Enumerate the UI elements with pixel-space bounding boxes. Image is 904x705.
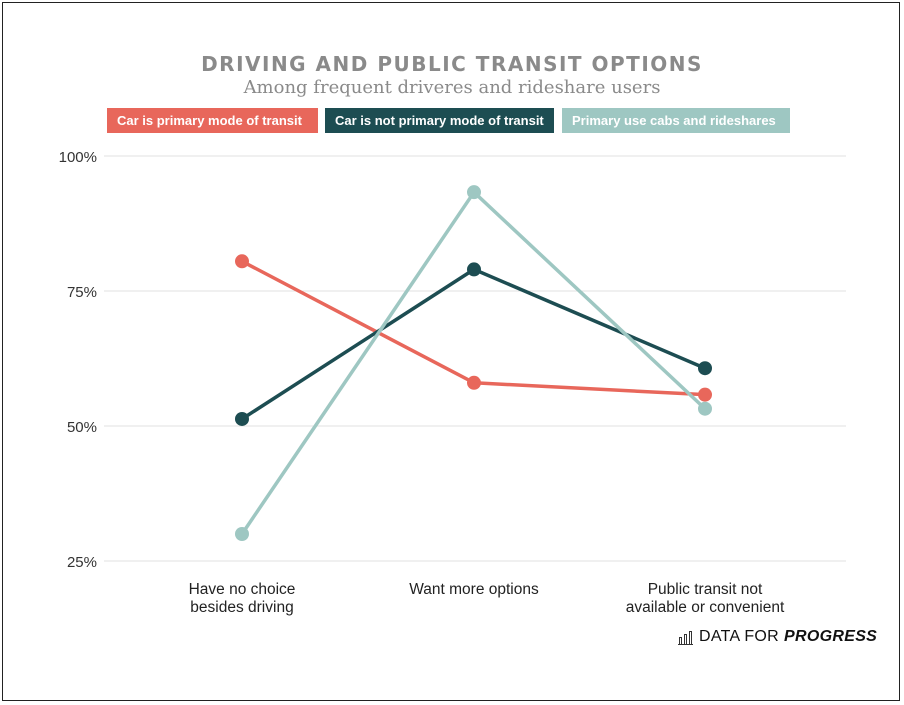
y-tick-label: 75%: [67, 284, 97, 301]
legend-car-not-primary: Car is not primary mode of transit: [325, 108, 554, 133]
brand-logo: DATA FOR PROGRESS: [678, 628, 877, 646]
x-tick-label: besides driving: [190, 599, 293, 616]
data-point: [698, 401, 712, 416]
bar-chart-icon: [678, 630, 693, 645]
chart-subtitle: Among frequent driveres and rideshare us…: [243, 77, 661, 98]
data-point: [235, 254, 249, 269]
x-tick-label: Public transit not: [648, 581, 763, 598]
series-line: [240, 190, 707, 535]
data-point: [235, 527, 249, 541]
chart-title: DRIVING AND PUBLIC TRANSIT OPTIONS: [201, 52, 703, 76]
data-point: [698, 387, 712, 402]
y-tick-label: 25%: [67, 554, 97, 571]
data-point: [467, 185, 481, 200]
data-point: [698, 361, 712, 376]
data-point: [467, 375, 481, 390]
y-tick-label: 100%: [59, 149, 97, 166]
x-tick-label: Have no choice: [189, 581, 296, 598]
y-tick-label: 50%: [67, 419, 97, 436]
x-tick-label: available or convenient: [626, 599, 785, 616]
brand-name: PROGRESS: [784, 628, 878, 645]
legend-cabs-rideshares: Primary use cabs and rideshares: [562, 108, 790, 133]
legend-car-primary: Car is primary mode of transit: [107, 108, 318, 133]
x-tick-label: Want more options: [409, 581, 539, 598]
data-point: [235, 411, 249, 426]
brand-prefix: DATA FOR: [699, 628, 780, 645]
data-point: [467, 262, 481, 277]
